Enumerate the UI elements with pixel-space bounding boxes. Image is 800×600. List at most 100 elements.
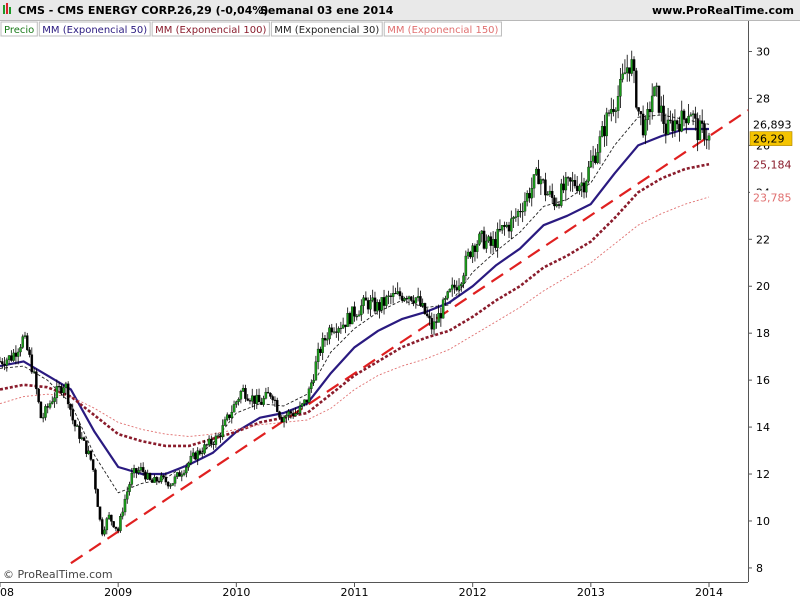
series-mm-exponencial-50 [0, 127, 709, 476]
y-tick-label: 22 [756, 233, 770, 246]
svg-text:MM (Exponencial 30): MM (Exponencial 30) [274, 25, 379, 36]
price-candle [587, 160, 590, 184]
price-candle [39, 401, 43, 419]
price-candle [169, 483, 172, 489]
price-candle [703, 120, 706, 146]
price-candle [448, 288, 452, 293]
price-candle [353, 301, 356, 322]
legend-mm-exponencial-30[interactable]: MM (Exponencial 30) [270, 21, 383, 37]
price-candle [180, 470, 184, 482]
period-label: Semanal 03 ene 2014 [260, 4, 394, 17]
price-candle [53, 392, 56, 408]
price-candle [532, 174, 536, 198]
price-candle [523, 192, 527, 216]
price-candle [657, 85, 661, 115]
series-mm-exponencial-30 [0, 114, 710, 494]
chart-app-icon [3, 3, 11, 14]
price-candle [339, 321, 343, 334]
price-candle [364, 291, 368, 301]
legend-mm-exponencial-50[interactable]: MM (Exponencial 50) [38, 21, 151, 37]
price-candle [105, 517, 109, 535]
price-candle [85, 440, 88, 458]
price-candle [689, 112, 693, 117]
svg-text:23,785: 23,785 [753, 191, 792, 204]
price-candle [137, 466, 140, 475]
price-candle [578, 183, 581, 195]
price-candle [35, 368, 38, 395]
price-candle [589, 150, 593, 169]
price-candle [73, 419, 77, 432]
price-candle [675, 119, 679, 130]
price-candle [12, 349, 15, 362]
price-candle [550, 183, 554, 204]
price-candle [310, 379, 313, 393]
price-candle [485, 234, 488, 253]
price-candle [398, 287, 402, 300]
price-candle [196, 447, 199, 466]
price-candle [289, 409, 293, 419]
price-candle [55, 379, 59, 405]
price-candle [585, 179, 588, 198]
price-candle [462, 272, 465, 289]
price-candle [635, 67, 638, 110]
y-tick-label: 12 [756, 468, 770, 481]
price-candle [428, 309, 431, 326]
x-tick-label: 2010 [222, 586, 250, 599]
price-candle [623, 59, 627, 75]
price-candle [307, 386, 311, 403]
price-candle [164, 472, 168, 486]
price-candle [500, 224, 504, 234]
y-tick-label: 14 [756, 421, 770, 434]
price-candle [28, 347, 31, 358]
price-candle [89, 450, 93, 462]
price-candle [360, 299, 363, 322]
price-candle [328, 324, 331, 345]
price-candle [185, 465, 188, 478]
price-candle [162, 474, 165, 480]
price-candle [596, 144, 599, 165]
x-tick-label: 2013 [577, 586, 605, 599]
price-candle [632, 56, 636, 84]
site-url[interactable]: www.ProRealTime.com [652, 4, 794, 17]
price-candle [707, 132, 711, 150]
price-candle [425, 308, 429, 318]
price-candle [19, 343, 22, 357]
price-candle [203, 440, 206, 455]
svg-text:Precio: Precio [4, 25, 34, 36]
price-candle [128, 481, 131, 496]
price-candle [457, 278, 461, 297]
y-tick-label: 28 [756, 92, 770, 105]
legend-mm-exponencial-150[interactable]: MM (Exponencial 150) [383, 21, 502, 37]
price-candle [189, 450, 193, 466]
price-tag: 25,184 [750, 157, 792, 172]
price-candle [187, 461, 190, 471]
x-tick-label: 2009 [104, 586, 132, 599]
price-candle [682, 108, 686, 127]
price-candle [48, 400, 52, 410]
price-candle [694, 106, 697, 131]
price-candle [198, 448, 202, 456]
svg-text:26,893: 26,893 [753, 118, 792, 131]
price-candle [414, 297, 418, 309]
price-candle [546, 191, 549, 196]
price-tag: 26,893 [750, 117, 792, 132]
price-candle [51, 396, 54, 405]
price-candle [200, 447, 204, 458]
instrument-title: CMS - CMS ENERGY CORP. [18, 4, 177, 17]
price-candle [278, 410, 281, 420]
legend-mm-exponencial-100[interactable]: MM (Exponencial 100) [151, 21, 270, 37]
price-candle [453, 279, 456, 294]
price-candle [41, 412, 45, 423]
x-tick-label: 2011 [341, 586, 369, 599]
price-candle [262, 395, 265, 407]
price-candle [330, 323, 334, 336]
price-candle [300, 402, 304, 410]
price-candle [653, 86, 656, 97]
legend-precio[interactable]: Precio [0, 21, 38, 37]
price-candle [619, 67, 622, 109]
price-candle [230, 405, 234, 424]
price-candle [96, 488, 99, 507]
price-candle [516, 209, 520, 226]
price-candle [235, 400, 238, 408]
price-candle [564, 172, 568, 202]
